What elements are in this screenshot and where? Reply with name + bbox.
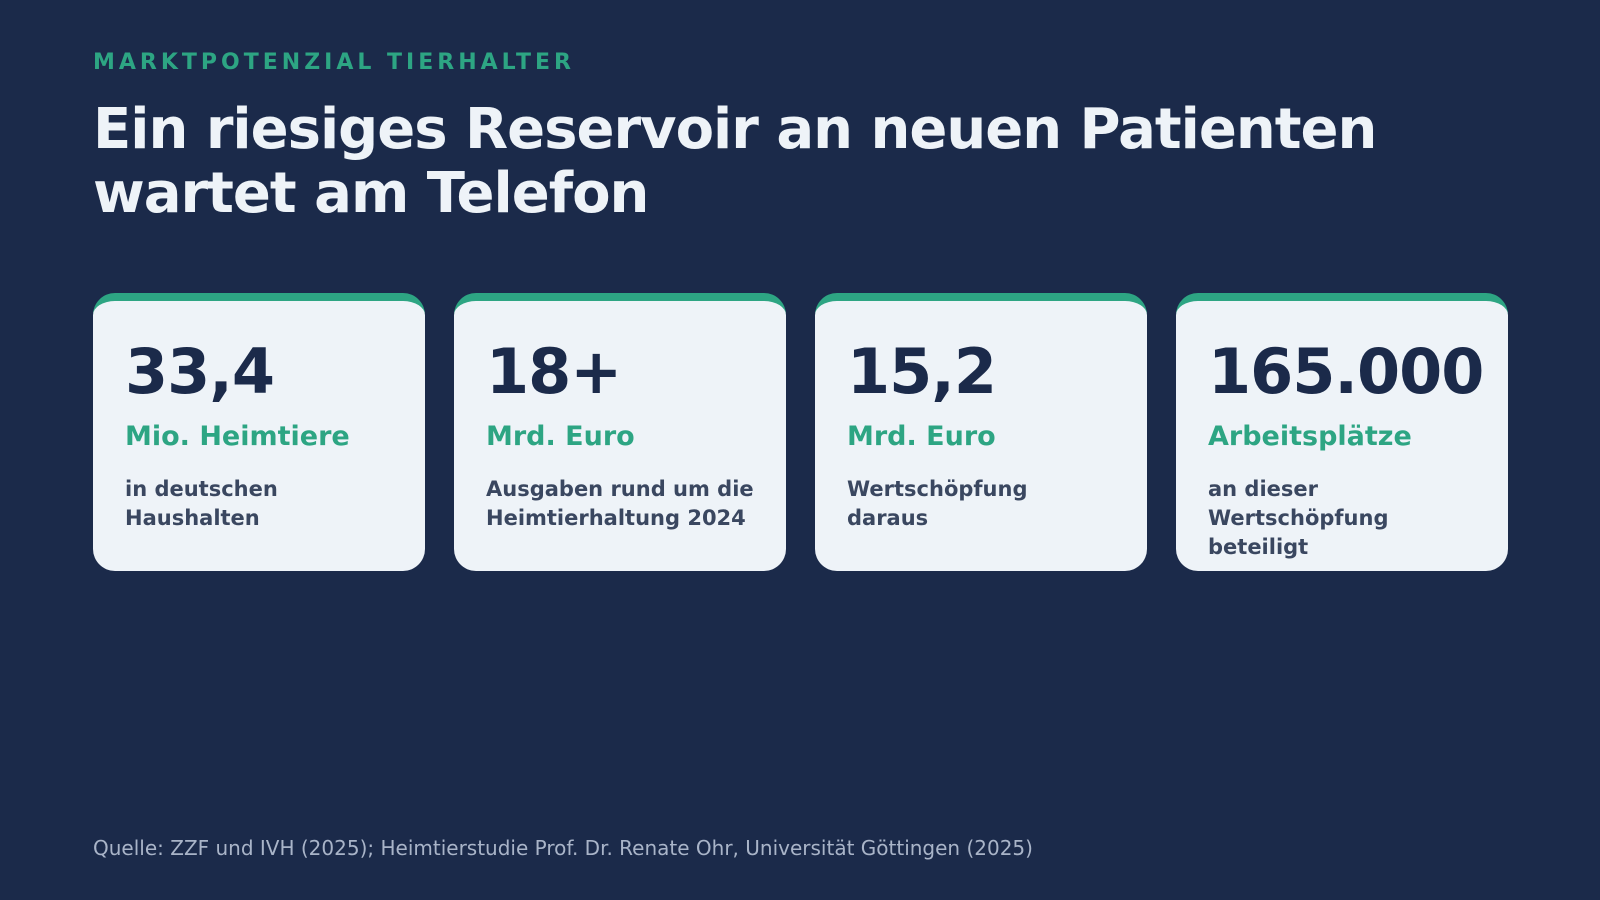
eyebrow-label: MARKTPOTENZIAL TIERHALTER — [93, 50, 575, 75]
stat-unit: Mio. Heimtiere — [125, 421, 350, 452]
source-note: Quelle: ZZF und IVH (2025); Heimtierstud… — [93, 836, 1033, 860]
stat-value: 33,4 — [125, 335, 275, 408]
stat-value: 165.000 — [1208, 335, 1484, 408]
stat-description: Ausgaben rund um die Heimtierhaltung 202… — [486, 477, 754, 530]
stat-value: 15,2 — [847, 335, 997, 408]
stat-unit: Mrd. Euro — [847, 421, 996, 452]
stat-description: in deutschen Haushalten — [125, 477, 278, 530]
stat-card-spending: 18+ Mrd. Euro Ausgaben rund um die Heimt… — [454, 293, 786, 571]
stat-description: Wertschöpfung daraus — [847, 477, 1028, 530]
stat-unit: Mrd. Euro — [486, 421, 635, 452]
stat-cards: 33,4 Mio. Heimtiere in deutschen Haushal… — [93, 293, 1508, 571]
stat-value: 18+ — [486, 335, 622, 408]
stat-unit: Arbeitsplätze — [1208, 421, 1412, 452]
stat-card-pets: 33,4 Mio. Heimtiere in deutschen Haushal… — [93, 293, 425, 571]
stat-card-jobs: 165.000 Arbeitsplätze an dieser Wertschö… — [1176, 293, 1508, 571]
slide-title: Ein riesiges Reservoir an neuen Patiente… — [93, 97, 1377, 226]
stat-description: an dieser Wertschöpfung beteiligt — [1208, 477, 1389, 559]
stat-card-value-added: 15,2 Mrd. Euro Wertschöpfung daraus — [815, 293, 1147, 571]
